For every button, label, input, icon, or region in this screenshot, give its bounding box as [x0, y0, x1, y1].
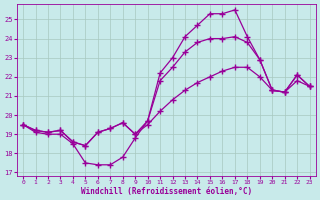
X-axis label: Windchill (Refroidissement éolien,°C): Windchill (Refroidissement éolien,°C) [81, 187, 252, 196]
